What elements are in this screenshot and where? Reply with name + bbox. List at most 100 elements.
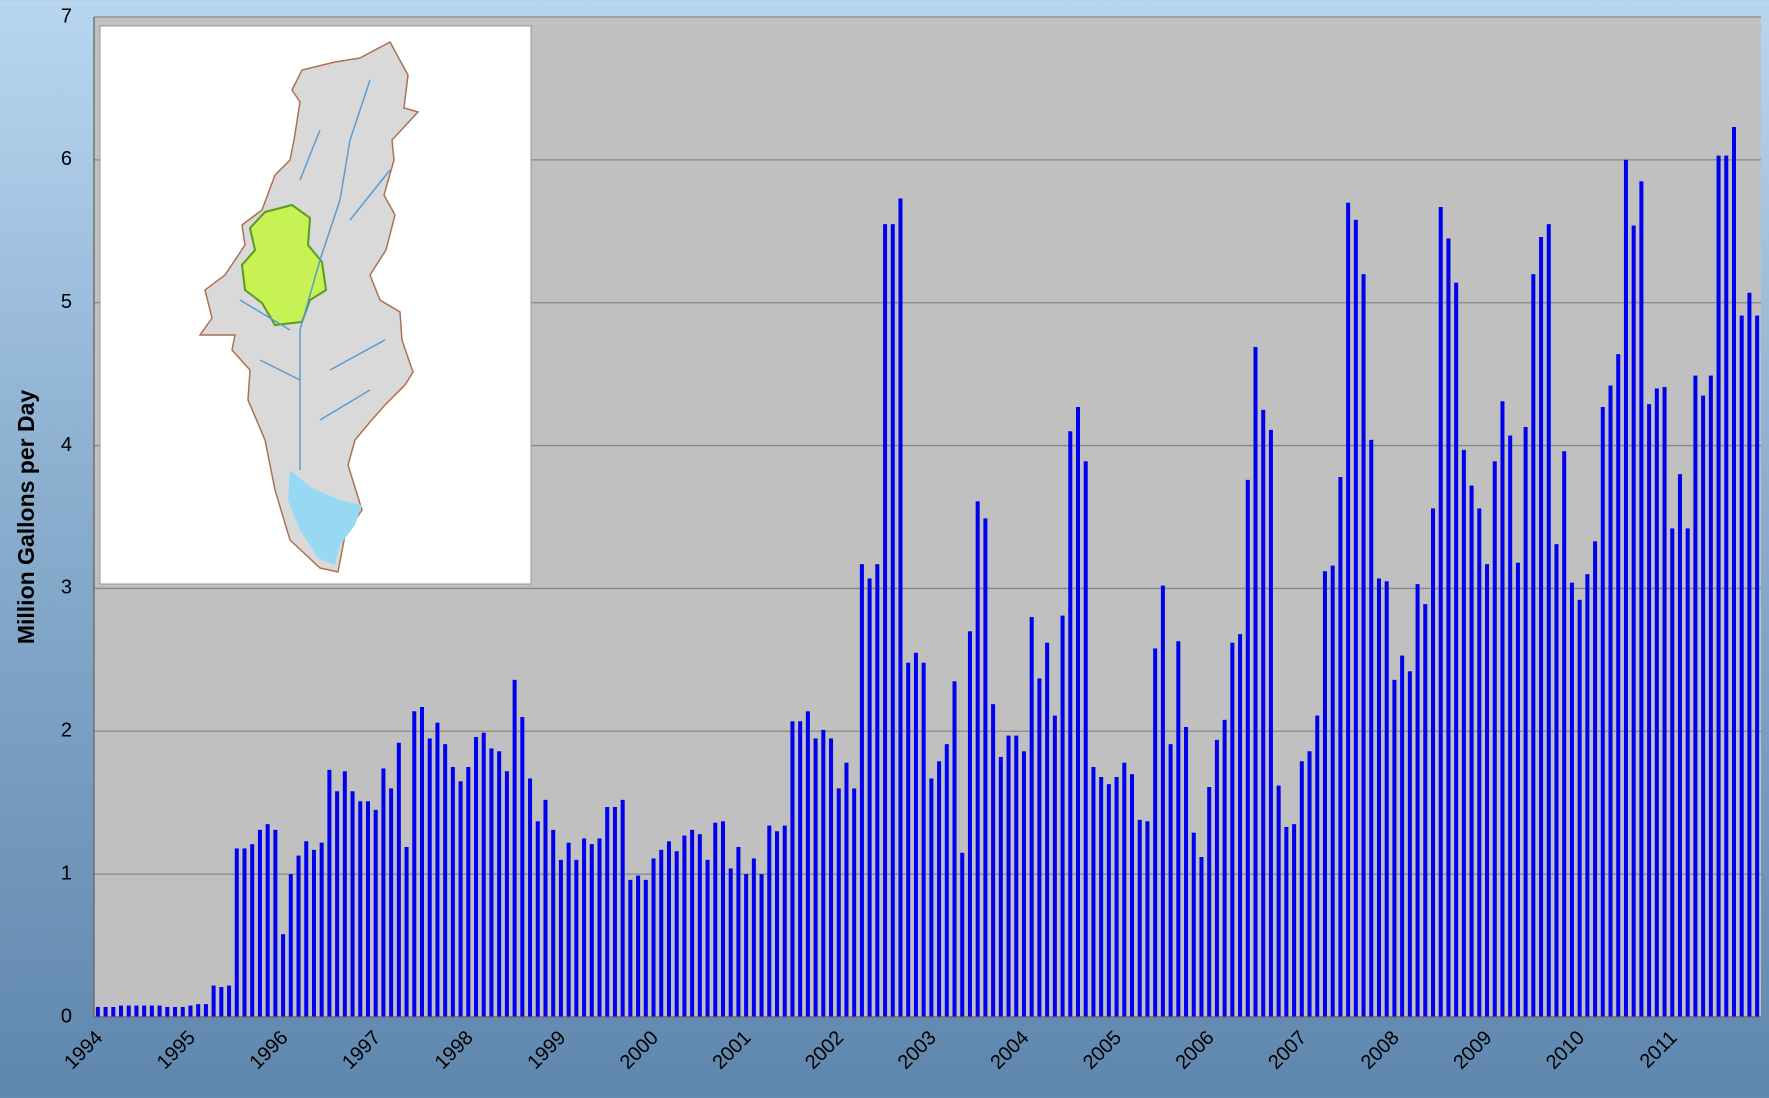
bar — [165, 1007, 170, 1017]
bar — [1253, 347, 1258, 1017]
bar — [643, 879, 648, 1017]
x-tick-label: 2007 — [1264, 1027, 1311, 1074]
x-tick-label: 1998 — [431, 1027, 478, 1074]
bar — [890, 224, 895, 1018]
bar — [705, 859, 710, 1017]
bar — [906, 662, 911, 1017]
bar — [1631, 225, 1636, 1018]
bar — [597, 838, 602, 1017]
bar — [1315, 715, 1320, 1017]
bar — [1639, 181, 1644, 1018]
bar — [196, 1004, 201, 1017]
bar — [1338, 477, 1343, 1017]
x-tick-label: 2000 — [616, 1027, 663, 1074]
bar — [728, 868, 733, 1017]
bar — [913, 652, 918, 1017]
bar — [180, 1007, 185, 1017]
bar — [1677, 474, 1682, 1018]
bar — [1701, 395, 1706, 1018]
bar — [142, 1005, 147, 1017]
bar — [898, 198, 903, 1017]
bar — [1068, 431, 1073, 1017]
bar — [412, 711, 417, 1017]
x-tick-label: 1995 — [153, 1027, 200, 1074]
bar — [1485, 564, 1490, 1017]
bar — [227, 985, 232, 1017]
bar — [967, 631, 972, 1017]
bar — [859, 564, 864, 1017]
bar — [1747, 292, 1752, 1017]
bar — [319, 842, 324, 1017]
bar — [1361, 274, 1366, 1018]
bar — [836, 788, 841, 1017]
bar — [342, 771, 347, 1017]
bar — [983, 518, 988, 1017]
bar — [1029, 617, 1034, 1017]
bar — [373, 809, 378, 1017]
x-tick-label: 2011 — [1636, 1027, 1682, 1073]
bar — [1492, 461, 1497, 1017]
x-tick-label: 2010 — [1542, 1027, 1589, 1074]
bar — [304, 841, 309, 1017]
bar — [504, 771, 509, 1017]
bar — [419, 707, 425, 1017]
y-tick-label: 0 — [61, 1005, 72, 1027]
x-tick-label: 2008 — [1357, 1027, 1404, 1074]
x-tick-label: 2005 — [1079, 1027, 1126, 1074]
bar — [1191, 832, 1196, 1017]
watershed — [198, 40, 420, 573]
bar — [1716, 155, 1721, 1018]
y-axis-title: Million Gallons per Day — [13, 390, 39, 645]
bar — [157, 1005, 162, 1017]
bar — [628, 879, 633, 1017]
bar — [713, 822, 718, 1017]
bar — [636, 875, 641, 1017]
bar — [250, 844, 255, 1017]
bar — [1075, 407, 1080, 1017]
bar — [1114, 777, 1119, 1017]
bar — [1021, 751, 1026, 1017]
bar — [273, 829, 278, 1017]
bar — [1546, 224, 1551, 1018]
bar — [1616, 354, 1621, 1018]
bar — [1392, 679, 1397, 1017]
bar — [1647, 404, 1652, 1018]
reservoir — [288, 470, 362, 565]
bar — [1299, 761, 1304, 1017]
bar — [867, 578, 872, 1017]
bar — [690, 829, 695, 1017]
bar — [535, 821, 540, 1017]
bar — [1207, 787, 1212, 1017]
bar — [1261, 409, 1266, 1017]
bar — [203, 1004, 208, 1017]
x-tick-label: 2004 — [986, 1027, 1033, 1074]
bar — [1577, 599, 1582, 1017]
bar — [1438, 207, 1443, 1017]
bar — [1176, 641, 1181, 1017]
bar — [1268, 429, 1273, 1017]
bar — [358, 801, 363, 1017]
bar — [474, 737, 479, 1017]
bar — [829, 738, 834, 1017]
bars — [95, 127, 1760, 1018]
bar — [1739, 315, 1744, 1018]
bar — [466, 767, 471, 1017]
bar — [1284, 827, 1289, 1017]
bar — [1322, 571, 1327, 1017]
bar — [821, 729, 826, 1017]
bar — [296, 855, 301, 1017]
bar — [1099, 777, 1104, 1017]
bar — [875, 564, 880, 1017]
bar — [790, 721, 795, 1017]
bar — [1569, 582, 1574, 1017]
bar — [1693, 375, 1698, 1018]
x-tick-label: 2001 — [709, 1027, 756, 1074]
bar — [1214, 739, 1219, 1017]
bar — [960, 852, 965, 1017]
bar — [497, 751, 502, 1017]
bar — [775, 831, 780, 1017]
bar — [1500, 401, 1505, 1017]
bar — [589, 844, 594, 1017]
bar — [659, 849, 664, 1017]
